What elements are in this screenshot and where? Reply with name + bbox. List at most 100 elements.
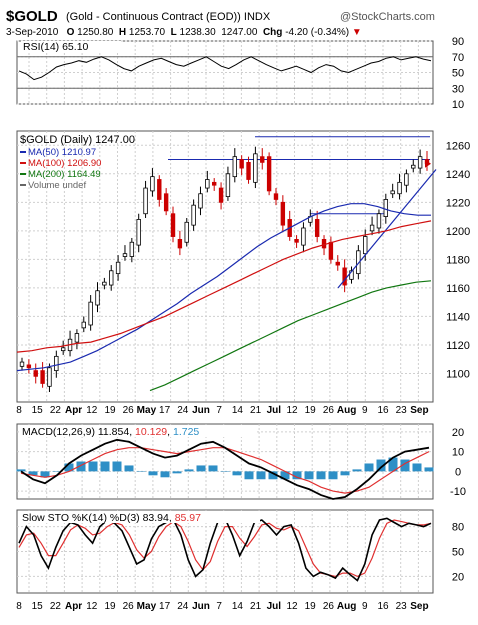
legend-entry: MA(100) 1206.90 <box>28 158 101 169</box>
candle-body <box>390 190 395 195</box>
sto-x-tick-label: Sep <box>410 601 428 612</box>
candle-body <box>95 290 100 306</box>
ma-line-1 <box>16 220 432 353</box>
price-tick-label: 1260 <box>446 140 470 152</box>
trendline <box>337 169 437 289</box>
price-x-tick-label: 12 <box>286 405 298 416</box>
macd-histogram-bar <box>148 471 158 476</box>
macd-tick-label: 0 <box>455 466 461 478</box>
macd-histogram-bar <box>16 469 26 472</box>
candle-body <box>273 193 279 200</box>
close-value: 1247.00 <box>221 27 258 38</box>
sto-x-tick-label: 16 <box>377 601 389 612</box>
rsi-line <box>18 56 432 81</box>
price-tick-label: 1200 <box>446 226 470 238</box>
open-label: O <box>66 27 75 38</box>
macd-histogram-bar <box>172 471 182 474</box>
candle-body <box>417 156 423 169</box>
macd-histogram-bar <box>76 461 86 472</box>
price-x-tick-label: 21 <box>250 405 262 416</box>
down-arrow-icon: ▼ <box>351 27 362 38</box>
price-x-tick-label: 19 <box>305 405 317 416</box>
chg-label: Chg <box>262 27 283 38</box>
stockcharts-brand[interactable]: @StockCharts.com <box>340 11 435 23</box>
candle-body <box>260 156 265 163</box>
sto-x-tick-label: 26 <box>123 601 135 612</box>
candle-body <box>411 164 416 169</box>
macd-histogram-bar <box>400 459 410 472</box>
candle-body <box>404 173 409 186</box>
candle-body <box>157 179 162 200</box>
quote-date: 3-Sep-2010 <box>6 27 59 38</box>
candle-body <box>294 238 299 243</box>
sto-x-tick-label: 8 <box>16 601 22 612</box>
price-x-tick-label: Jun <box>192 405 210 416</box>
macd-tick-label: 10 <box>452 447 464 459</box>
price-x-tick-label: Apr <box>65 405 82 416</box>
candle-body <box>301 227 306 246</box>
candle-body <box>212 181 217 186</box>
price-x-tick-label: 16 <box>377 405 389 416</box>
sto-x-tick-label: 22 <box>50 601 62 612</box>
candle-body <box>369 224 375 232</box>
candle-body <box>335 261 340 266</box>
macd-signal-value: 10.129 <box>135 426 167 438</box>
candle-body <box>280 201 286 226</box>
candle-body <box>60 347 66 352</box>
price-title: $GOLD (Daily) 1247.00 <box>20 134 135 146</box>
candle-body <box>246 161 251 180</box>
macd-histogram-bar <box>184 469 194 472</box>
macd-histogram-bar <box>412 463 422 472</box>
sto-x-tick-label: 24 <box>177 601 189 612</box>
macd-histogram-bar <box>136 471 146 472</box>
candle-body <box>218 187 224 203</box>
macd-histogram-bar <box>160 471 170 478</box>
macd-histogram-bar <box>352 469 362 472</box>
candle-body <box>314 219 320 237</box>
price-x-tick-label: May <box>137 405 157 416</box>
candle-body <box>74 333 80 343</box>
macd-histogram-bar <box>376 459 386 472</box>
candle-body <box>321 238 327 249</box>
sto-x-tick-label: Apr <box>65 601 82 612</box>
macd-histogram-bar <box>304 471 314 480</box>
open-value: 1250.80 <box>77 27 114 38</box>
price-x-tick-label: 24 <box>177 405 189 416</box>
macd-line <box>20 438 430 500</box>
candle-body <box>177 238 183 249</box>
price-x-tick-label: 17 <box>159 405 171 416</box>
sto-x-tick-label: 12 <box>286 601 298 612</box>
price-x-tick-label: 8 <box>16 405 22 416</box>
sto-tick-label: 50 <box>452 547 464 559</box>
legend-entry: MA(200) 1164.49 <box>28 169 101 180</box>
rsi-tick-label: 10 <box>452 99 464 111</box>
candle-body <box>198 193 203 209</box>
sto-x-tick-label: 23 <box>396 601 408 612</box>
macd-histogram-bar <box>112 461 122 472</box>
price-x-tick-label: Sep <box>410 405 428 416</box>
macd-histogram-bar <box>364 463 374 472</box>
price-x-tick-label: 9 <box>362 405 368 416</box>
candle-body <box>136 219 141 246</box>
candle-body <box>184 221 189 243</box>
macd-histogram-bar <box>424 467 434 472</box>
candle-body <box>266 156 272 192</box>
symbol-title: $GOLD <box>6 8 58 25</box>
sto-x-tick-label: 7 <box>216 601 222 612</box>
sto-x-tick-label: 9 <box>362 601 368 612</box>
sto-x-tick-label: 15 <box>32 601 44 612</box>
candle-body <box>150 176 155 192</box>
price-x-tick-label: 12 <box>86 405 98 416</box>
macd-histogram-bar <box>64 463 74 472</box>
rsi-title-bg <box>21 41 121 52</box>
rsi-tick-label: 30 <box>452 83 464 95</box>
price-tick-label: 1120 <box>446 340 470 352</box>
macd-histogram-bar <box>88 461 98 472</box>
macd-histogram-bar <box>280 471 290 480</box>
rsi-title: RSI(14) 65.10 <box>23 41 89 53</box>
macd-histogram-bar <box>268 471 278 480</box>
low-value: 1238.30 <box>179 27 216 38</box>
macd-histogram-bar <box>220 471 230 472</box>
sto-tick-label: 20 <box>452 571 464 583</box>
candle-body <box>40 370 45 384</box>
